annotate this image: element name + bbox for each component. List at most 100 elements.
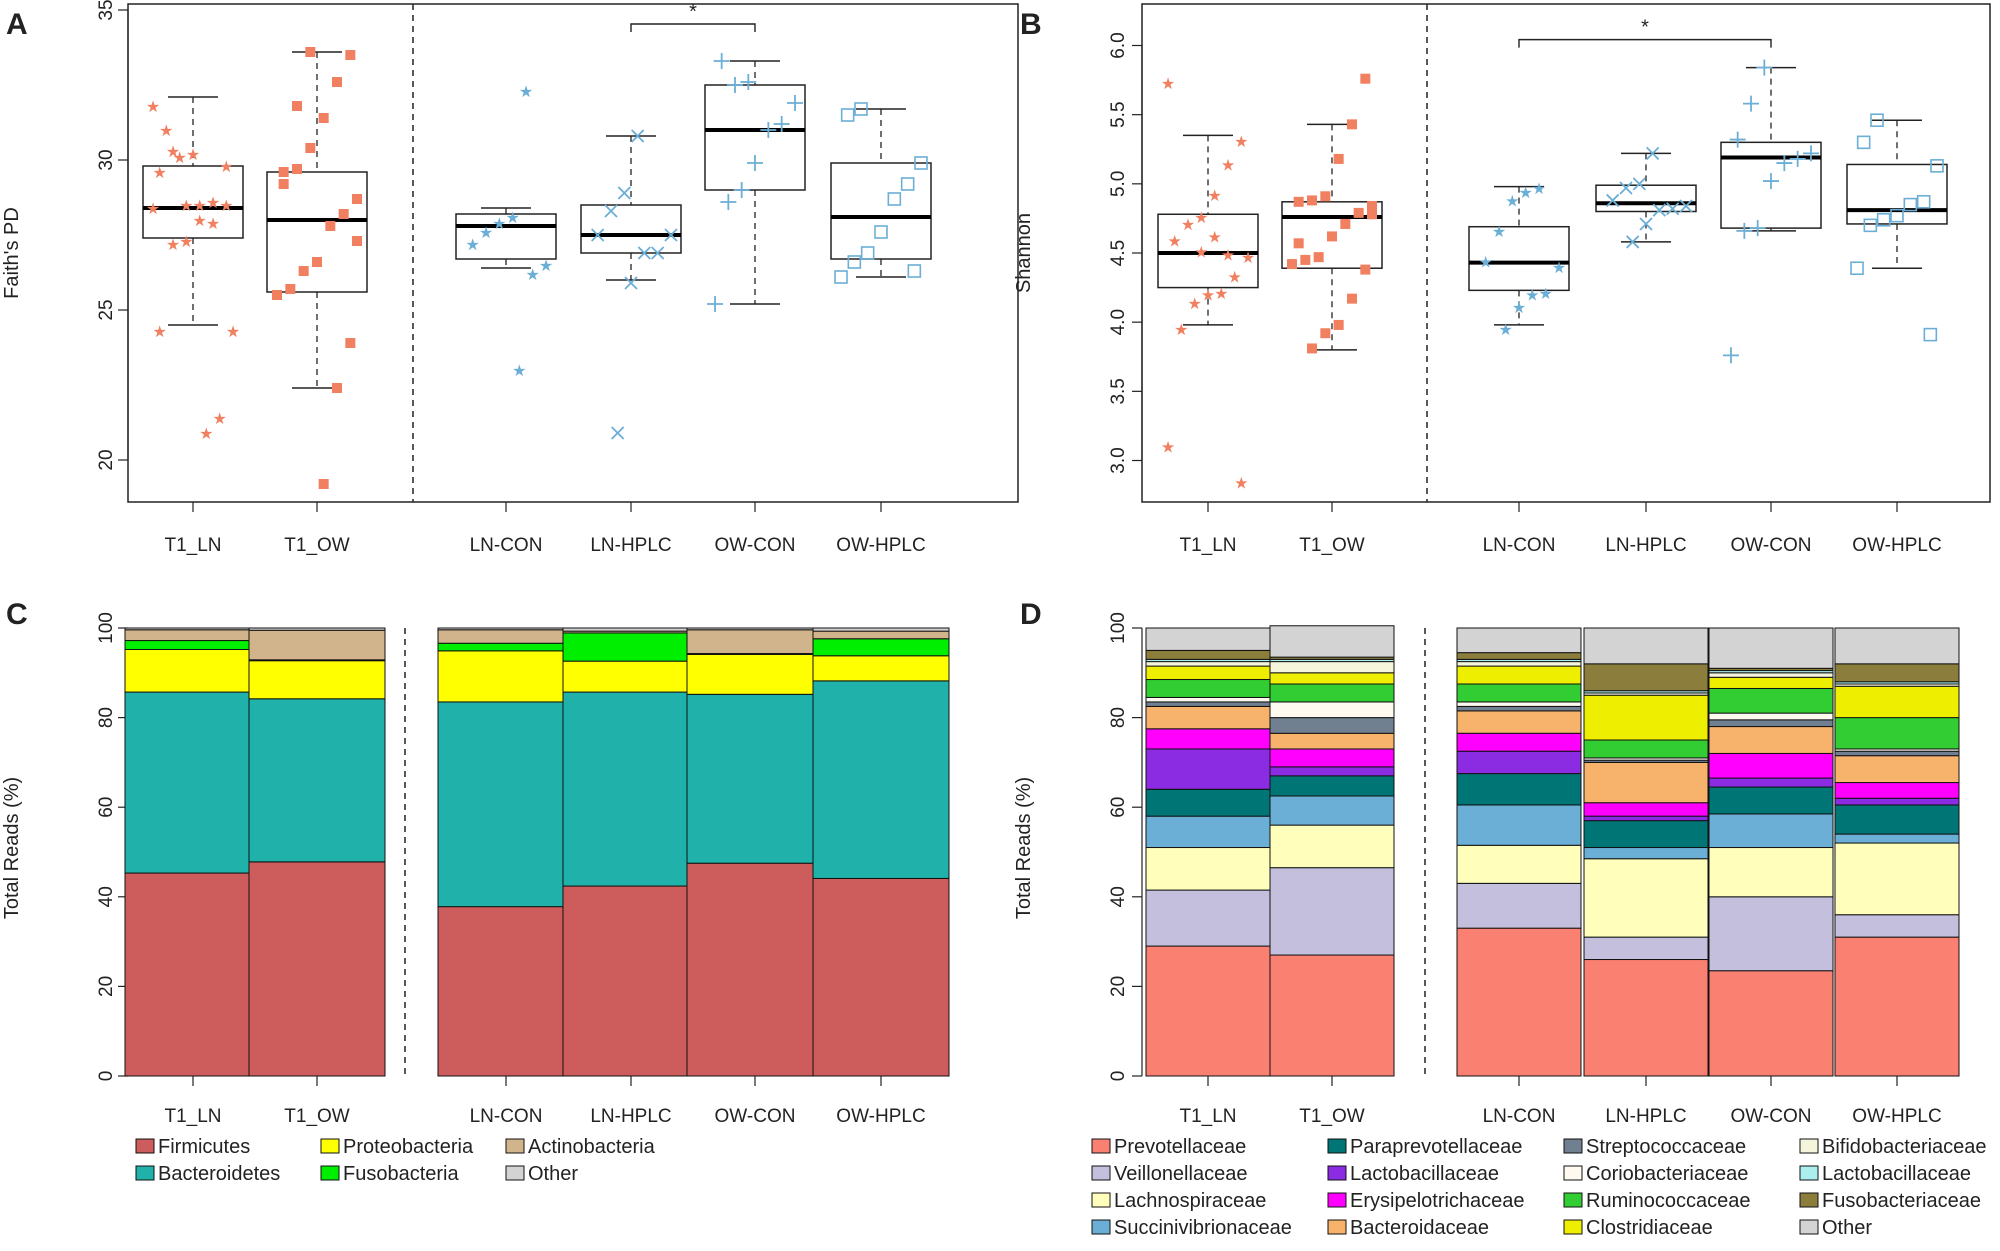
- bar-segment-paraprevotellaceae: [1145, 788, 1271, 817]
- legend-swatch: [1091, 1138, 1111, 1154]
- bar-segment-clostridiaceae: [1834, 685, 1960, 719]
- data-point: [900, 177, 915, 191]
- bar-segment-paraprevotellaceae: [1834, 804, 1960, 835]
- data-point: ★: [1234, 476, 1248, 493]
- legend-swatch: [1563, 1138, 1583, 1154]
- data-point: [591, 228, 605, 242]
- bar-segment-ruminococcaceae: [1269, 683, 1395, 703]
- bar-segment-prevotellaceae: [1456, 927, 1582, 1077]
- data-point: ★: [1505, 193, 1519, 210]
- data-point: [1293, 196, 1304, 207]
- data-point: ★: [1161, 440, 1175, 457]
- data-point: ★: [146, 99, 160, 116]
- box-OW-CON: [704, 60, 806, 305]
- legend-label: Paraprevotellaceae: [1350, 1136, 1522, 1158]
- data-point: ★: [1221, 247, 1235, 264]
- points-LN-HPLC: [1606, 146, 1693, 249]
- bar-segment-lactobacillaceae: [1269, 766, 1395, 777]
- bar-segment-clostridiaceae: [1145, 665, 1271, 681]
- x-tick-label: OW-CON: [1731, 1106, 1812, 1127]
- legend-swatch: [1563, 1219, 1583, 1235]
- legend-label: Ruminococcaceae: [1586, 1190, 1751, 1212]
- data-point: [713, 53, 730, 69]
- data-point: [1646, 146, 1660, 161]
- bar-segment-other: [1145, 627, 1271, 651]
- data-point: [1863, 218, 1878, 233]
- data-point: ★: [1187, 296, 1201, 313]
- legend-swatch: [505, 1138, 525, 1154]
- legend-label: Other: [1822, 1217, 1872, 1239]
- data-point: ★: [539, 258, 553, 275]
- data-point: ★: [1492, 224, 1506, 241]
- y-tick-label: 35: [96, 0, 117, 21]
- significance-bracket: [630, 23, 756, 32]
- legend-swatch: [1799, 1219, 1819, 1235]
- data-point: [787, 95, 803, 111]
- data-point: [305, 143, 316, 153]
- data-point: [854, 102, 868, 116]
- x-tick-label: OW-HPLC: [836, 1106, 925, 1127]
- x-tick-label: OW-CON: [715, 535, 796, 556]
- bar-segment-lactobacillaceae: [1145, 748, 1271, 790]
- data-point: [1333, 319, 1344, 330]
- iqr-box: [704, 84, 806, 191]
- bar-segment-ruminococcaceae: [1145, 679, 1271, 698]
- data-point: [292, 101, 302, 111]
- y-tick-label: 0: [1108, 1071, 1129, 1082]
- iqr-box: [142, 165, 244, 239]
- bar-segment-succinivibrionaceae: [1145, 815, 1271, 849]
- legend-swatch: [1327, 1165, 1347, 1181]
- bar-segment-veillonellaceae: [1456, 882, 1582, 929]
- bar-segment-streptococcaceae: [1834, 750, 1960, 757]
- bar-segment-prevotellaceae: [1269, 954, 1395, 1077]
- bar-segment-other: [1583, 627, 1709, 665]
- data-point: [305, 47, 316, 57]
- data-point: [1930, 159, 1944, 173]
- x-tick-label: OW-CON: [1731, 535, 1812, 556]
- data-point: [345, 50, 356, 60]
- data-point: [637, 246, 651, 260]
- data-point: [312, 257, 322, 267]
- data-point: ★: [1532, 181, 1546, 198]
- legend-label: Fusobacteria: [343, 1163, 459, 1185]
- legend-swatch: [1327, 1219, 1347, 1235]
- bar-LN-HPLC: [1583, 627, 1709, 1077]
- data-point: [874, 225, 888, 239]
- data-point: [1789, 150, 1806, 167]
- data-point: [1736, 222, 1753, 239]
- data-point: ★: [192, 198, 206, 215]
- bar-segment-actinobacteria: [686, 629, 824, 655]
- bar-segment-fusobacteria: [812, 638, 950, 657]
- legend-label: Bacteroidaceae: [1350, 1217, 1489, 1239]
- box-LN-HPLC: [580, 135, 682, 281]
- legend-swatch: [1799, 1192, 1819, 1208]
- bar-T1_LN: [1145, 627, 1271, 1077]
- data-point: [1903, 197, 1918, 212]
- bar-segment-fusobacteria: [124, 640, 262, 651]
- data-point: [740, 74, 757, 90]
- data-point: ★: [1552, 260, 1566, 277]
- bar-segment-ruminococcaceae: [1456, 683, 1582, 703]
- data-point: ★: [199, 426, 213, 443]
- bar-segment-bacteroidetes: [248, 698, 386, 863]
- bar-segment-erysipelotrichaceae: [1834, 782, 1960, 799]
- data-point: [352, 194, 362, 204]
- data-point: [631, 129, 645, 143]
- data-point: ★: [1201, 288, 1215, 305]
- box-LN-CON: [455, 207, 557, 269]
- bar-LN-CON: [1456, 627, 1582, 1077]
- y-tick-label: 0: [96, 1071, 117, 1082]
- data-point: ★: [179, 198, 193, 215]
- data-point: ★: [192, 213, 206, 230]
- box-T1_LN: [1157, 134, 1259, 326]
- points-OW-CON: [707, 53, 803, 312]
- box-T1_OW: [1281, 123, 1383, 351]
- bar-segment-proteobacteria: [437, 650, 575, 703]
- bar-segment-firmicutes: [248, 861, 386, 1077]
- data-point: [914, 156, 928, 170]
- data-point: [727, 77, 743, 93]
- y-axis-title: Shannon: [1013, 213, 1035, 293]
- data-point: ★: [1221, 157, 1235, 174]
- bar-segment-clostridiaceae: [1269, 672, 1395, 685]
- y-tick-label: 20: [96, 449, 117, 470]
